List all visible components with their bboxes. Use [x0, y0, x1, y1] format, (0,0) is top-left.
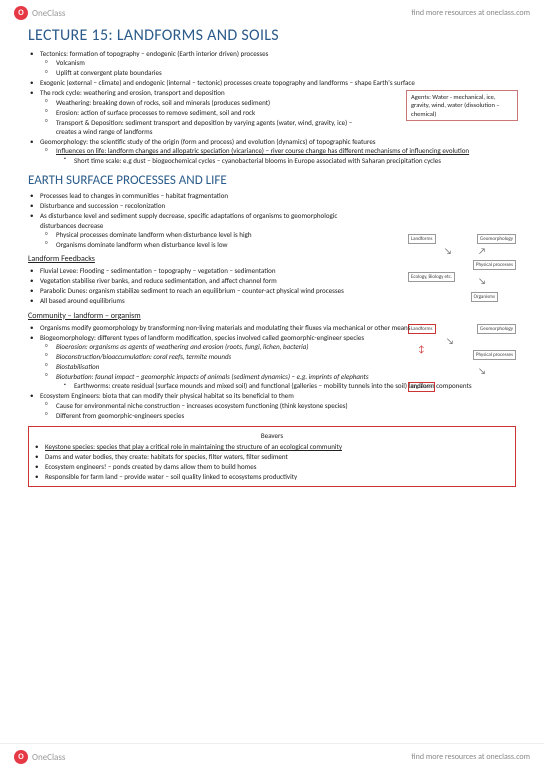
bullet: Ecosystem Engineers: biota that can modi… [40, 391, 516, 420]
bullet: Responsible for farm land – provide wate… [45, 472, 509, 481]
bullet: Different from geomorphic-engineers spec… [56, 411, 516, 420]
bullet: Biogeomorphology: different types of lan… [40, 333, 516, 391]
bullet: Biostabilisation [56, 362, 516, 371]
bullet: Erosion: action of surface processes to … [56, 108, 370, 117]
bullet: Fluvial Levee: Flooding – sedimentation … [40, 266, 358, 275]
bullet: Uplift at convergent plate boundaries [56, 68, 516, 77]
bullet: Physical processes dominate landform whe… [56, 230, 358, 239]
footer-logo: O OneClass [14, 750, 65, 764]
bullet: Processes lead to changes in communities… [40, 191, 358, 200]
page-body: LECTURE 15: LANDFORMS AND SOILS Tectonic… [0, 24, 544, 491]
header-bar: O OneClass find more resources at onecla… [0, 0, 544, 24]
bullet: Volcanism [56, 58, 516, 67]
bullet: Bioconstruction/bioaccumulation: coral r… [56, 352, 516, 361]
diagram-upper: Landforms Geomorphology Physical process… [406, 232, 516, 302]
logo: O OneClass [14, 6, 65, 20]
bullet: Disturbance and succession – recolonizat… [40, 201, 358, 210]
bullet: All based around equilibriums [40, 296, 358, 305]
agents-box: Agents: Water - mechanical, ice, gravity… [406, 90, 518, 121]
bullet: Geomorphology: the scientific study of t… [40, 137, 516, 165]
bullet: Short time scale: e.g dust – biogeochemi… [74, 156, 516, 165]
beavers-title: Beavers [35, 431, 509, 440]
brand-name: OneClass [32, 8, 65, 19]
bullet: Transport & Deposition: sediment transpo… [56, 118, 370, 137]
bullet: Weathering: breaking down of rocks, soil… [56, 98, 370, 107]
bullet: Influences on life: landform changes and… [56, 146, 516, 165]
footer-bar: O OneClass find more resources at onecla… [0, 743, 544, 770]
beavers-box: Beavers Keystone species: species that p… [28, 426, 516, 487]
bullet: Earthworms: create residual (surface mou… [74, 381, 516, 390]
header-tagline: find more resources at oneclass.com [411, 8, 530, 18]
bullet: The rock cycle: weathering and erosion, … [40, 88, 370, 136]
bullet: Bioturbation: faunal impact – geomorphic… [56, 372, 516, 391]
bullet: As disturbance level and sediment supply… [40, 211, 358, 249]
brand-name: OneClass [32, 752, 65, 763]
footer-tagline: find more resources at oneclass.com [411, 752, 530, 762]
bullet: Cause for environmental niche constructi… [56, 401, 516, 410]
bullet: Organisms dominate landform when disturb… [56, 240, 358, 249]
bullet: Vegetation stabilise river banks, and re… [40, 276, 358, 285]
page-title: LECTURE 15: LANDFORMS AND SOILS [28, 26, 516, 45]
bullet: Parabolic Dunes: organism stabilize sedi… [40, 286, 358, 295]
bullet: Keystone species: species that play a cr… [45, 442, 509, 451]
bullet: Tectonics: formation of topography – end… [40, 49, 516, 78]
bullet: Ecosystem engineers! – ponds created by … [45, 462, 509, 471]
bullet: Organisms modify geomorphology by transf… [40, 323, 516, 332]
logo-icon: O [14, 6, 28, 20]
bullet: Bioerosion: organisms as agents of weath… [56, 342, 516, 351]
bullet: Exogenic (external – climate) and endoge… [40, 78, 516, 87]
section-heading: EARTH SURFACE PROCESSES AND LIFE [28, 173, 516, 188]
subheading: Community – landform – organism [28, 311, 516, 321]
bullet: Dams and water bodies, they create: habi… [45, 452, 509, 461]
logo-icon: O [14, 750, 28, 764]
